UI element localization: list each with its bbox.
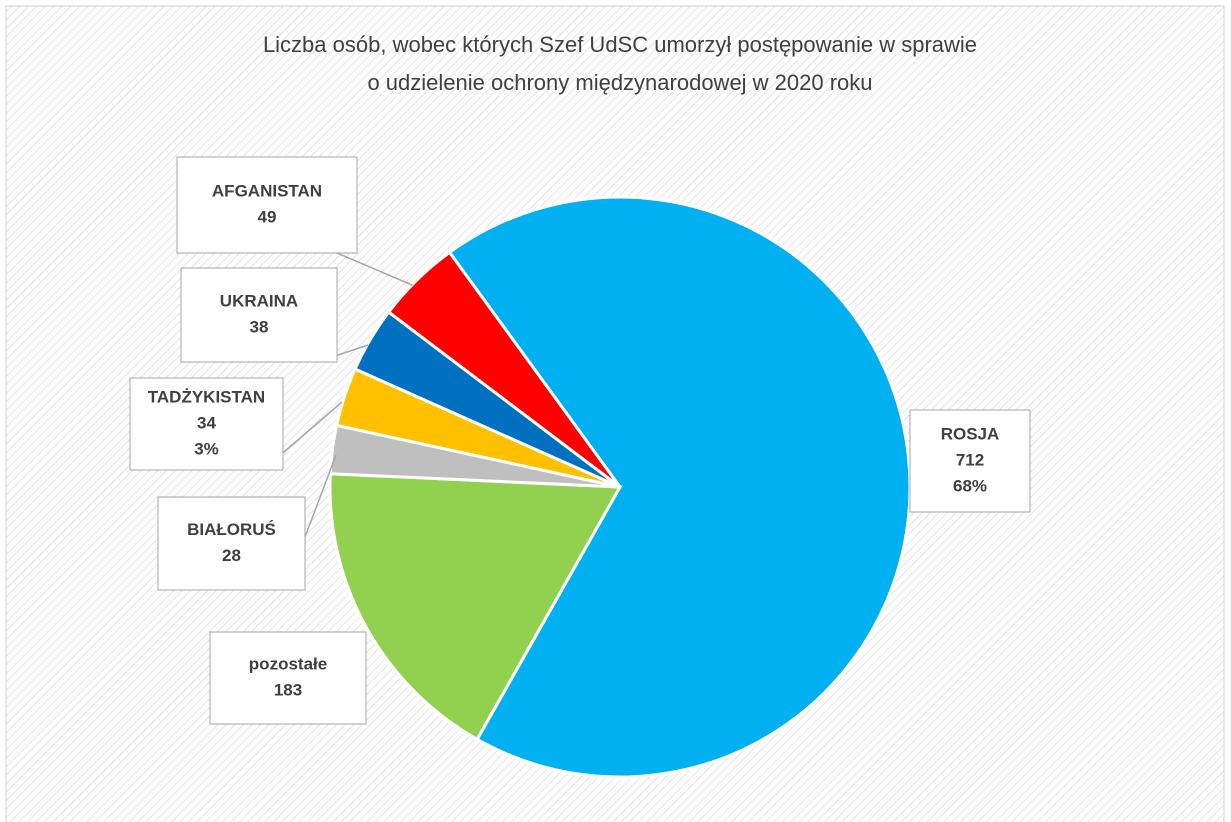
label-box bbox=[129, 377, 284, 471]
label-box bbox=[909, 409, 1031, 513]
data-label: 183 bbox=[274, 680, 302, 699]
leader-line bbox=[336, 252, 413, 286]
pie-slice bbox=[386, 250, 622, 489]
data-label: 68% bbox=[953, 476, 987, 495]
data-label: 3% bbox=[194, 439, 219, 458]
data-label: BIAŁORUŚ bbox=[187, 520, 276, 539]
data-label: 28 bbox=[222, 546, 241, 565]
chart-title: Liczba osób, wobec których Szef UdSC umo… bbox=[263, 32, 977, 57]
data-label: 34 bbox=[197, 413, 216, 432]
data-label: UKRAINA bbox=[220, 291, 298, 310]
data-label: ROSJA bbox=[941, 424, 1000, 443]
chart-title: o udzielenie ochrony międzynarodowej w 2… bbox=[367, 70, 872, 95]
data-label: 49 bbox=[258, 207, 277, 226]
label-box bbox=[209, 631, 367, 725]
data-label: pozostałe bbox=[249, 654, 327, 673]
data-label: 712 bbox=[956, 450, 984, 469]
data-label: 38 bbox=[250, 317, 269, 336]
label-box bbox=[176, 156, 358, 254]
data-label: TADŻYKISTAN bbox=[148, 387, 265, 406]
label-box bbox=[157, 496, 306, 591]
pie-slice bbox=[328, 472, 623, 742]
label-box bbox=[180, 267, 338, 363]
data-label: AFGANISTAN bbox=[212, 181, 322, 200]
